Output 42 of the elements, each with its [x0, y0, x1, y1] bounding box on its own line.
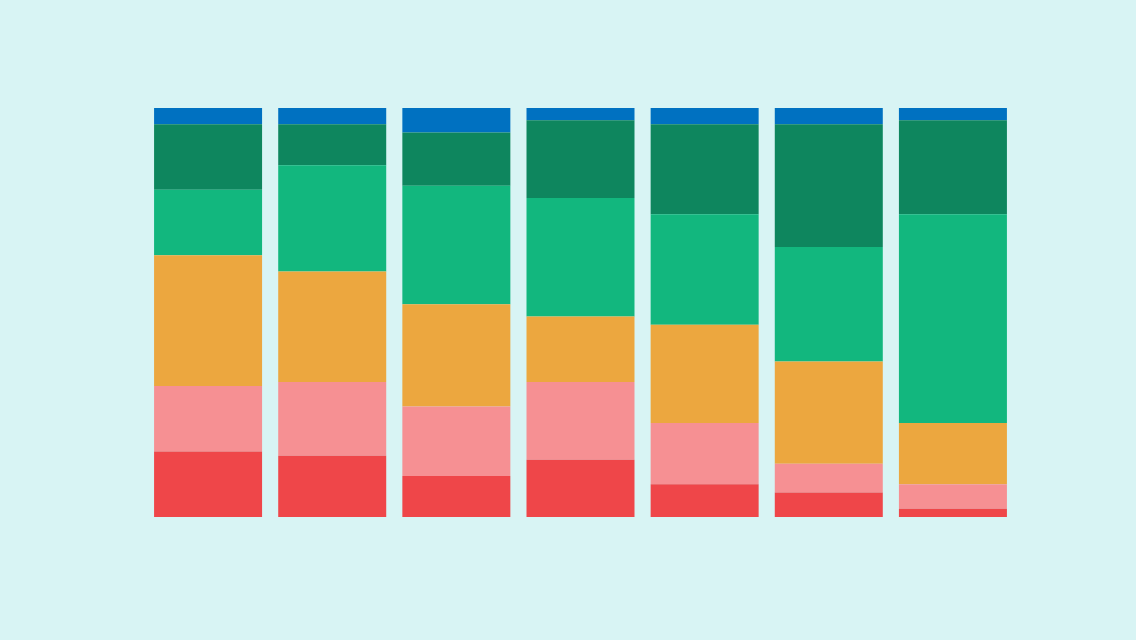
bar	[774, 463, 883, 493]
bar	[650, 324, 759, 423]
bar	[650, 108, 759, 125]
bar	[526, 120, 635, 198]
bar	[650, 124, 759, 215]
bar	[402, 185, 511, 305]
bar	[774, 124, 883, 248]
bar	[154, 386, 263, 452]
bar	[402, 132, 511, 186]
bar	[898, 484, 1007, 509]
bar	[526, 382, 635, 460]
bar	[154, 124, 263, 190]
bar	[650, 214, 759, 325]
bar	[402, 304, 511, 407]
bar	[650, 422, 759, 485]
bar	[278, 455, 387, 517]
bar	[402, 406, 511, 477]
bar	[526, 108, 635, 121]
bar	[154, 451, 263, 517]
bar	[278, 382, 387, 456]
bar	[898, 120, 1007, 215]
bar	[154, 189, 263, 256]
bar	[650, 484, 759, 517]
bar	[278, 124, 387, 166]
bar	[526, 459, 635, 517]
bar	[154, 255, 263, 387]
bar	[526, 316, 635, 383]
bar	[278, 108, 387, 125]
bar	[774, 247, 883, 362]
bar	[774, 492, 883, 517]
bar	[278, 165, 387, 272]
bar	[774, 361, 883, 464]
bar	[898, 214, 1007, 423]
bar	[278, 271, 387, 383]
bar	[774, 108, 883, 125]
bar	[154, 108, 263, 125]
bar	[898, 508, 1007, 517]
bar	[898, 422, 1007, 485]
bar	[402, 476, 511, 517]
bar	[402, 108, 511, 133]
bar	[898, 108, 1007, 121]
bar	[526, 197, 635, 317]
